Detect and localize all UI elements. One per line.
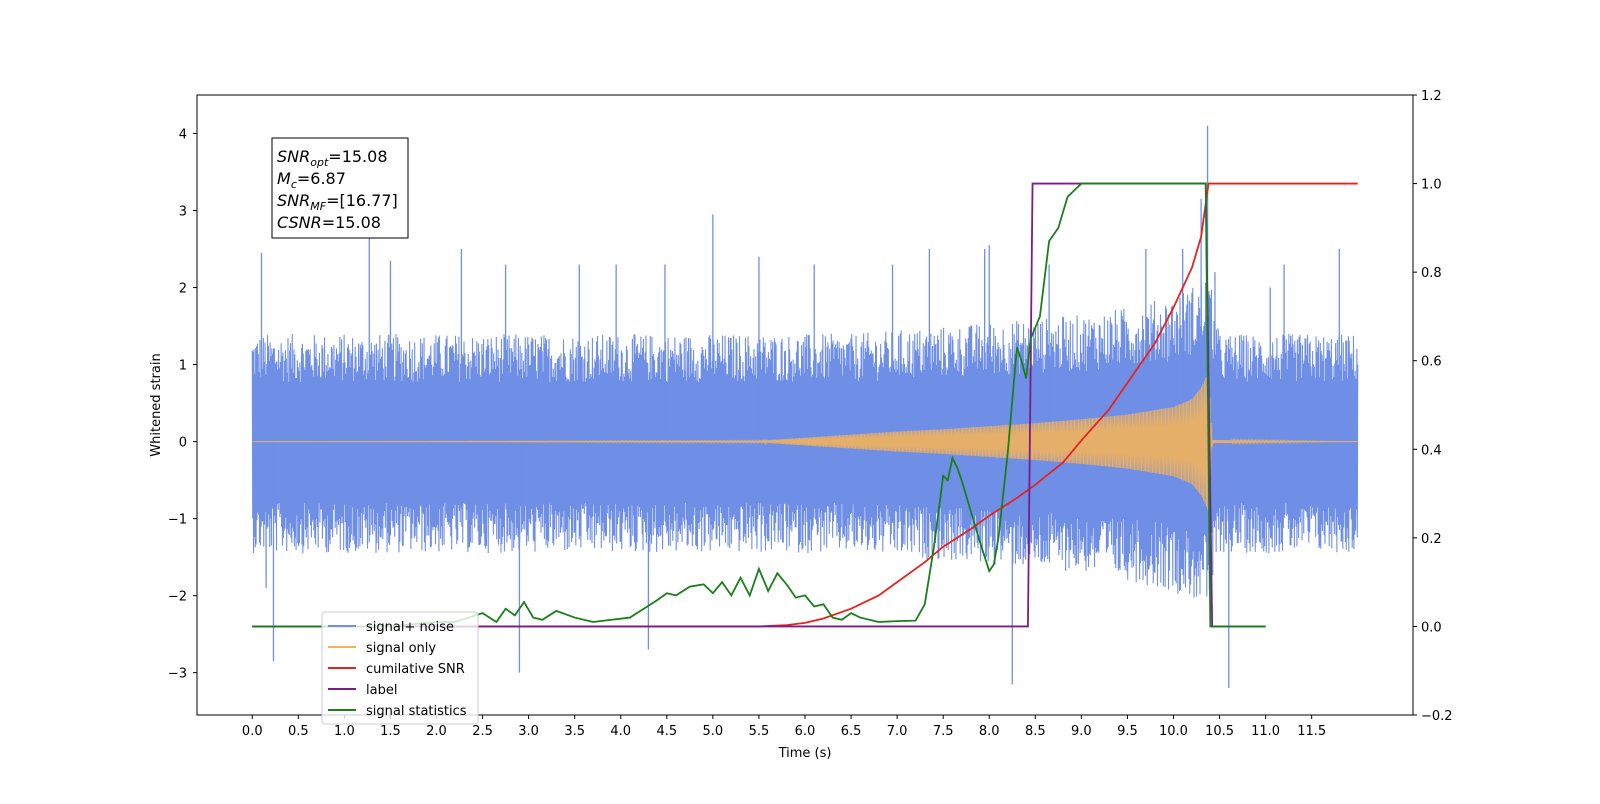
legend-label: label: [366, 683, 397, 698]
y-axis-right: −0.2 0.0 0.2 0.4 0.6 0.8 1.0 1.2: [1413, 89, 1453, 724]
annotation-line: SNRopt=15.08: [277, 147, 388, 169]
y2-tick-label: −0.2: [1421, 709, 1453, 724]
x-tick-label: 9.0: [1071, 724, 1092, 739]
x-tick-label: 9.5: [1117, 724, 1138, 739]
legend-label: cumilative SNR: [366, 662, 465, 677]
x-tick-label: 4.0: [610, 724, 631, 739]
annotation-frame: [271, 137, 409, 239]
x-tick-label: 7.0: [887, 724, 908, 739]
x-tick-label: 0.0: [242, 724, 263, 739]
y-tick-label: 2: [179, 282, 187, 297]
y2-tick-label: 1.0: [1421, 178, 1442, 193]
x-tick-label: 6.0: [795, 724, 816, 739]
x-tick-label: 8.5: [1025, 724, 1046, 739]
legend-label: signal statistics: [366, 704, 467, 719]
x-tick-label: 11.0: [1251, 724, 1280, 739]
series-signal-statistics: [252, 182, 1266, 628]
y-tick-label: 1: [179, 359, 187, 374]
y-tick-label: 4: [179, 128, 187, 143]
annotation-line: Mc=6.87: [277, 169, 346, 191]
annotation-line: SNRMF=[16.77]: [277, 191, 398, 213]
x-axis: 0.0 0.5 1.0 1.5 2.0 2.5 3.0 3.5 4.0 4.5 5.0 5.5 6.0 6…: [242, 715, 1326, 739]
annotation-line: CSNR=15.08: [277, 213, 381, 232]
legend-label: signal+ noise: [366, 620, 454, 635]
y-tick-label: −2: [168, 590, 187, 605]
y2-tick-label: 0.6: [1421, 355, 1442, 370]
legend-label: signal only: [366, 641, 436, 656]
x-tick-label: 3.5: [564, 724, 585, 739]
legend-frame: [321, 611, 479, 725]
legend: signal+ noise signal only cumilative SNR la…: [321, 611, 479, 725]
x-tick-label: 6.5: [841, 724, 862, 739]
x-tick-label: 10.5: [1205, 724, 1234, 739]
y-tick-label: −3: [168, 667, 187, 682]
x-tick-label: 0.5: [288, 724, 309, 739]
x-tick-label: 1.0: [334, 724, 355, 739]
x-tick-label: 8.0: [979, 724, 1000, 739]
y-tick-label: 3: [179, 205, 187, 220]
x-tick-label: 5.0: [703, 724, 724, 739]
y-axis-label: Whitened strain: [149, 353, 164, 456]
series-cumulative-snr: [252, 182, 1358, 628]
y2-tick-label: 0.2: [1421, 532, 1442, 547]
y2-tick-label: 0.4: [1421, 443, 1442, 458]
x-axis-label: Time (s): [778, 746, 832, 761]
x-tick-label: 2.0: [426, 724, 447, 739]
x-tick-label: 4.5: [656, 724, 677, 739]
x-tick-label: 2.5: [472, 724, 493, 739]
plot-series: [251, 125, 1359, 689]
x-tick-label: 1.5: [380, 724, 401, 739]
y-tick-label: −1: [168, 513, 187, 528]
x-tick-label: 11.5: [1297, 724, 1326, 739]
x-tick-label: 5.5: [749, 724, 770, 739]
x-tick-label: 3.0: [518, 724, 539, 739]
y2-tick-label: 1.2: [1421, 89, 1442, 104]
annotation-box: SNRopt=15.08Mc=6.87SNRMF=[16.77]CSNR=15.…: [271, 137, 409, 239]
y-axis-left: −3 −2 −1 0 1 2 3 4: [168, 128, 197, 682]
x-tick-label: 10.0: [1159, 724, 1188, 739]
y2-tick-label: 0.8: [1421, 266, 1442, 281]
y2-tick-label: 0.0: [1421, 620, 1442, 635]
x-tick-label: 7.5: [933, 724, 954, 739]
y-tick-label: 0: [179, 436, 187, 451]
series-signal-only: [252, 372, 1358, 510]
